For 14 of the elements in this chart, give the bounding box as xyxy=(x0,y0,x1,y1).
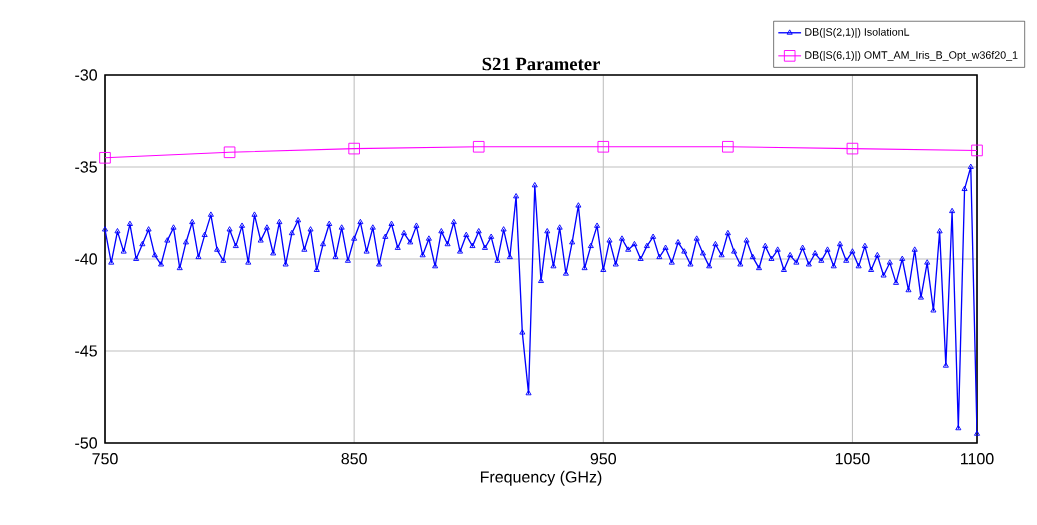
legend-label: DB(|S(2,1)|) IsolationL xyxy=(805,27,910,38)
x-tick-label: 1050 xyxy=(835,453,870,465)
y-tick-label: -35 xyxy=(75,161,97,173)
y-tick-label: -50 xyxy=(75,437,98,449)
legend-label: DB(|S(6,1)|) OMT_AM_Iris_B_Opt_w36f20_1 xyxy=(805,50,1018,61)
x-tick-label: 850 xyxy=(341,453,367,465)
y-tick-label: -45 xyxy=(75,345,97,357)
x-axis-title: Frequency (GHz) xyxy=(480,470,602,486)
y-tick-label: -40 xyxy=(75,253,98,265)
x-tick-label: 950 xyxy=(590,453,617,465)
chart-title: S21 Parameter xyxy=(482,57,600,71)
x-tick-label: 750 xyxy=(92,453,118,465)
y-tick-label: -30 xyxy=(75,69,98,81)
x-tick-label: 1100 xyxy=(961,453,994,465)
